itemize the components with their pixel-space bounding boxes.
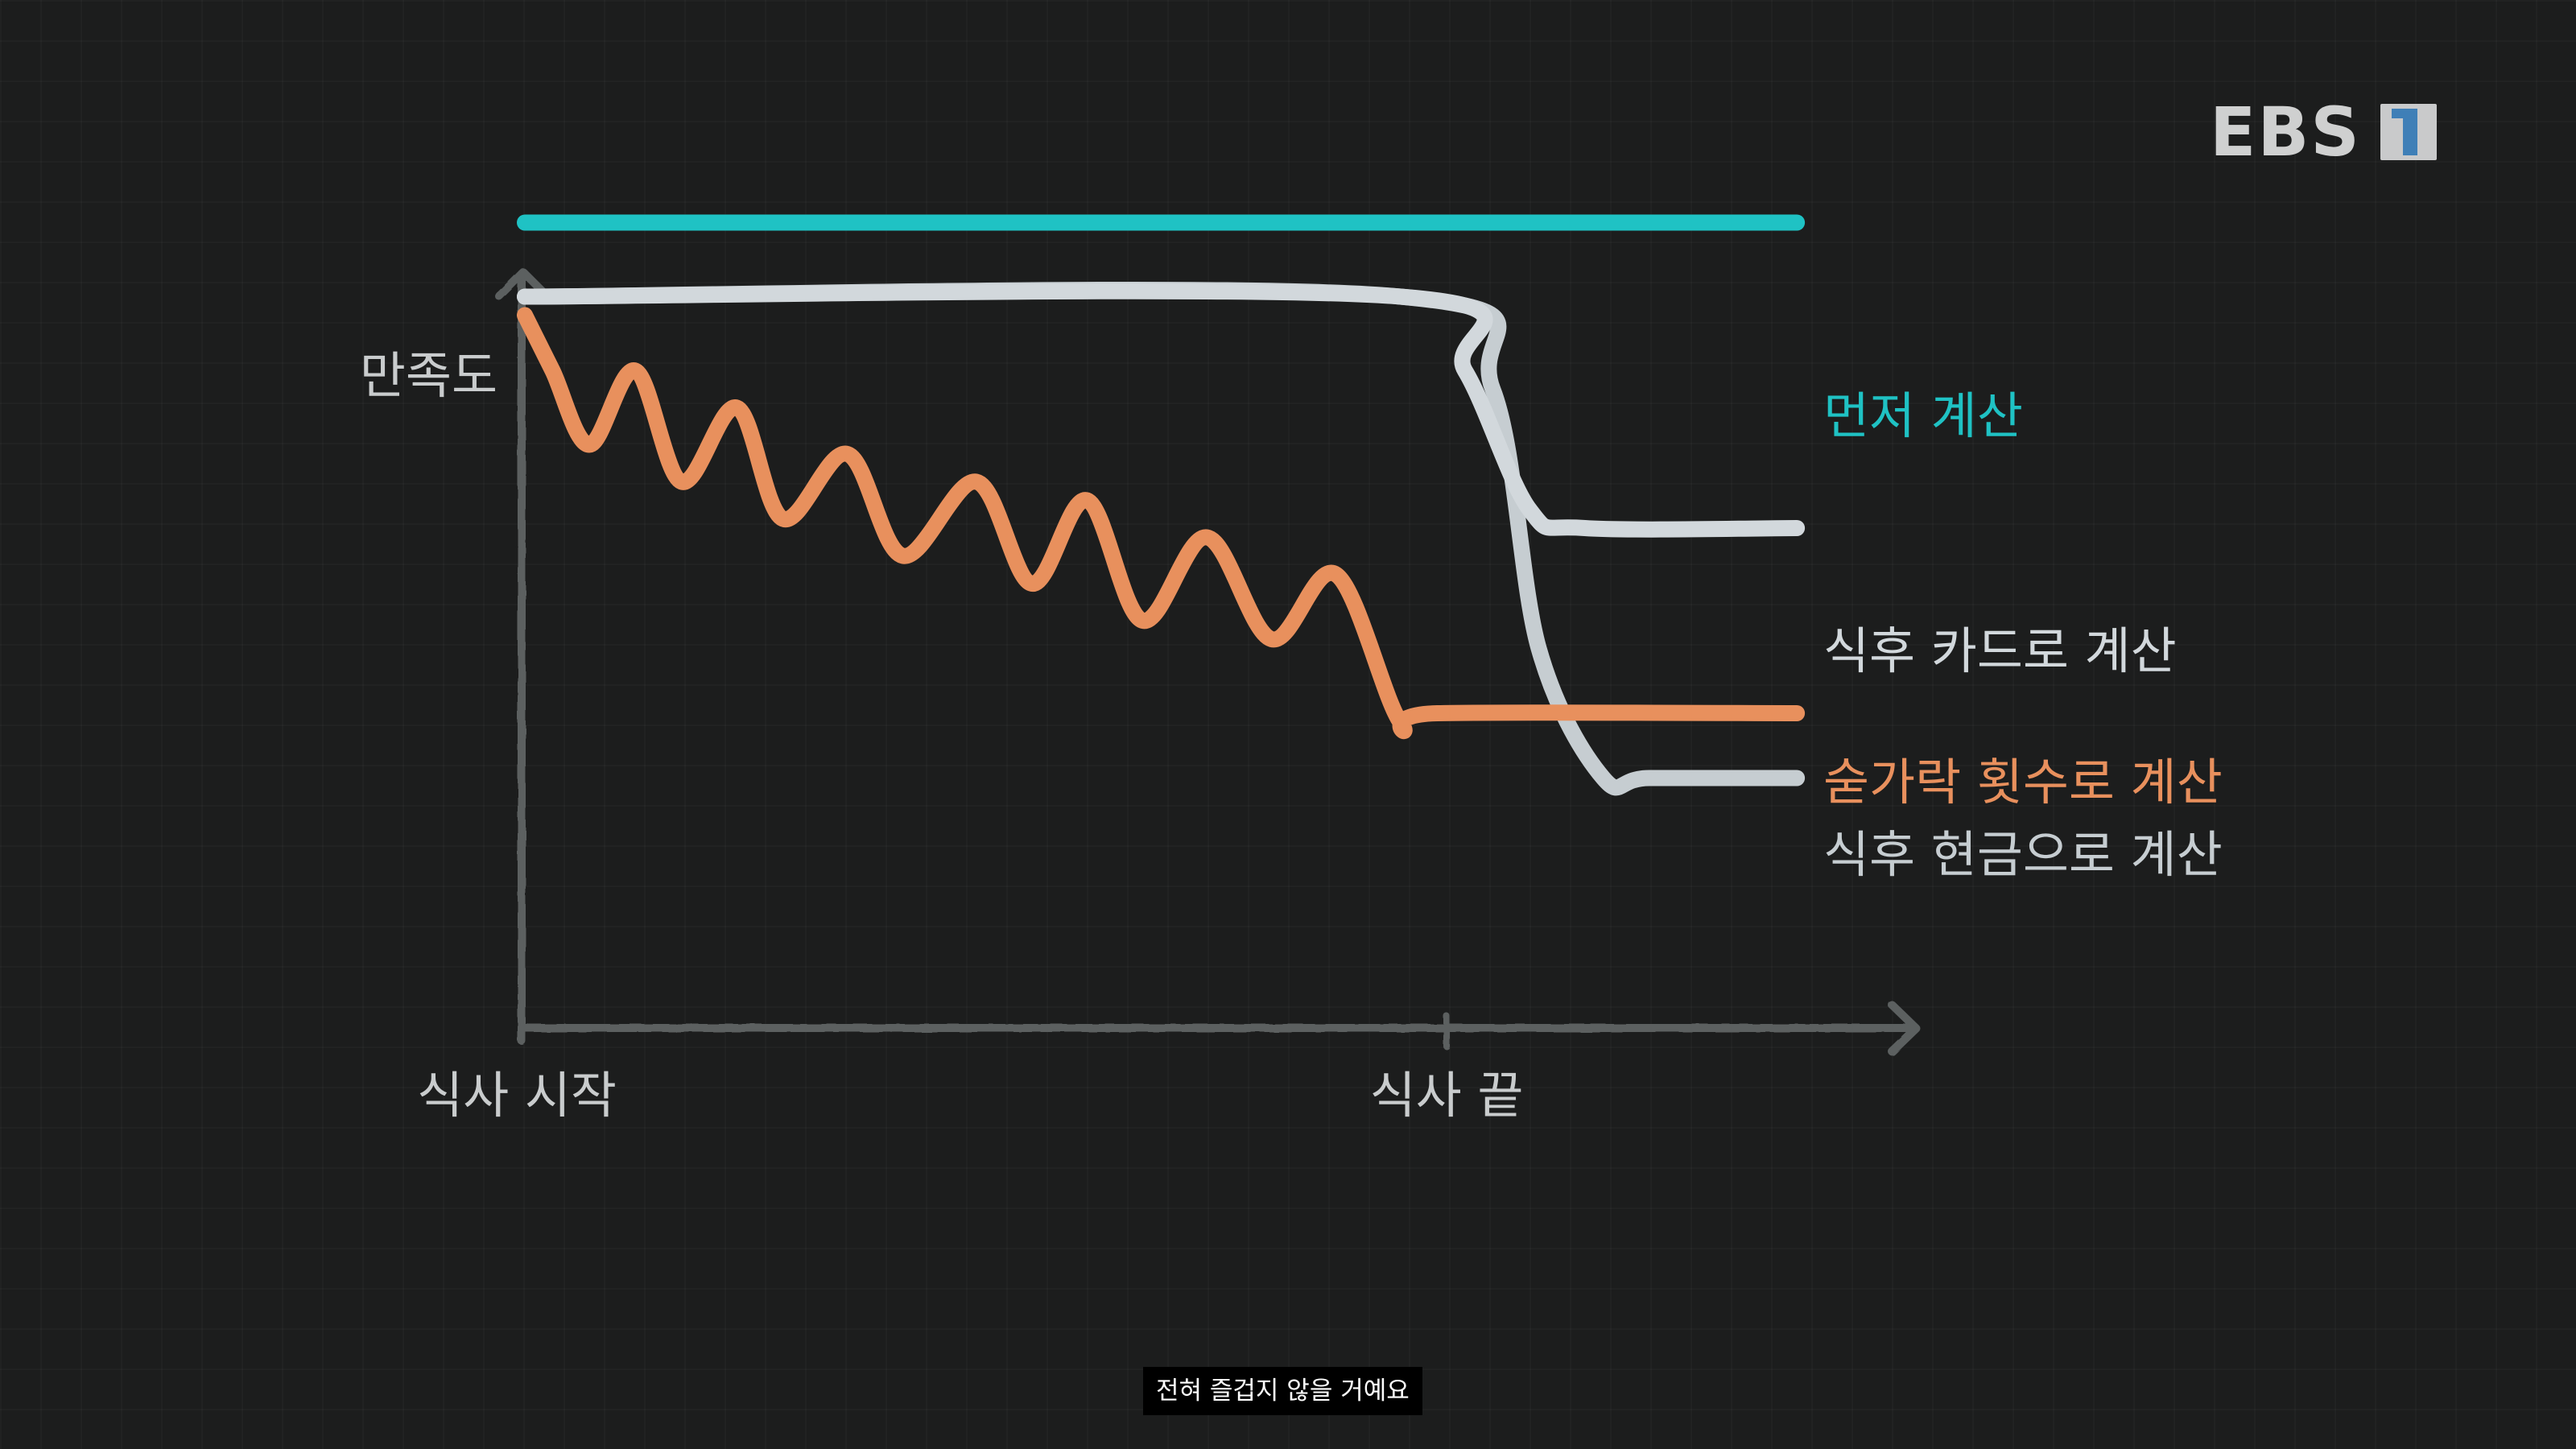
logo-text: EBS	[2210, 93, 2361, 171]
subtitle-caption: 전혀 즐겁지 않을 거예요	[1143, 1367, 1422, 1415]
x-tick-label-1: 식사 시작	[417, 1066, 617, 1125]
tick-layer: 식사 시작 식사 끝	[417, 1066, 1523, 1125]
legend-label-3: 숟가락 횟수로 계산	[1823, 753, 2223, 811]
x-axis-arrowhead	[1888, 1001, 1920, 1055]
axes	[495, 268, 1920, 1055]
legend-label-4: 식후 현금으로 계산	[1823, 825, 2223, 884]
x-tick-label-2: 식사 끝	[1370, 1066, 1524, 1125]
y-axis-label: 만족도	[360, 346, 497, 405]
legend-label-1: 먼저 계산	[1823, 386, 2023, 445]
ebs-logo: EBS	[2210, 98, 2437, 166]
series-line-3	[517, 307, 1806, 740]
series-line-2	[517, 283, 1806, 538]
channel-1-icon	[2380, 104, 2437, 160]
series-layer	[517, 214, 1806, 796]
legend-label-2: 식후 카드로 계산	[1823, 621, 2177, 680]
y-axis-arrowhead	[495, 268, 551, 300]
